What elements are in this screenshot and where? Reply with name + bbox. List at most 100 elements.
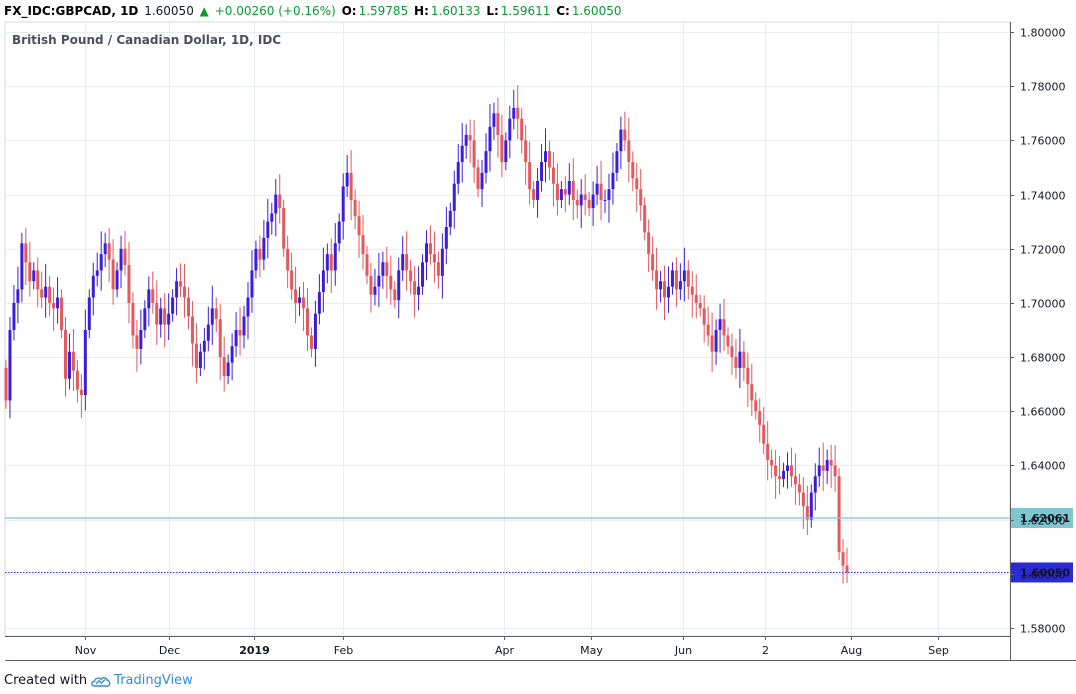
chart-title: British Pound / Canadian Dollar, 1D, IDC bbox=[12, 33, 282, 47]
tradingview-cloud-icon bbox=[91, 676, 111, 687]
candle-body bbox=[532, 189, 536, 200]
candle bbox=[365, 246, 369, 284]
candle-body bbox=[659, 281, 663, 290]
candle-body bbox=[226, 362, 230, 377]
candle bbox=[694, 274, 698, 319]
candle bbox=[575, 189, 579, 219]
candle-body bbox=[702, 308, 706, 325]
candle bbox=[40, 271, 44, 309]
candle-body bbox=[278, 194, 282, 209]
candle-body bbox=[214, 308, 218, 320]
candle bbox=[190, 301, 194, 367]
candle bbox=[333, 222, 337, 286]
candle-body bbox=[825, 460, 829, 471]
candle-body bbox=[397, 270, 401, 301]
candle bbox=[309, 327, 313, 358]
candle-body bbox=[258, 248, 262, 260]
tradingview-logo[interactable]: TradingView bbox=[91, 672, 193, 690]
candle-body bbox=[583, 194, 587, 200]
y-tick-label: 1.68000 bbox=[1020, 352, 1066, 365]
candle-body bbox=[75, 370, 79, 390]
candle bbox=[436, 251, 440, 289]
candle-body bbox=[194, 343, 198, 368]
candle bbox=[286, 235, 290, 289]
candle-body bbox=[778, 476, 782, 479]
candle-body bbox=[186, 297, 190, 317]
candle bbox=[373, 268, 377, 306]
candle bbox=[444, 206, 448, 265]
candle bbox=[797, 473, 801, 506]
candle-body bbox=[24, 243, 28, 263]
candle bbox=[801, 477, 805, 529]
candle-body bbox=[393, 289, 397, 301]
candle bbox=[547, 140, 551, 181]
candle-body bbox=[734, 357, 738, 368]
y-tick-label: 1.76000 bbox=[1020, 135, 1066, 148]
candle bbox=[682, 247, 686, 302]
candle-body bbox=[67, 351, 71, 379]
candle-body bbox=[456, 162, 460, 184]
candle-body bbox=[647, 232, 651, 255]
candle bbox=[674, 257, 678, 308]
candle bbox=[805, 485, 809, 536]
candle bbox=[71, 328, 75, 391]
candle-body bbox=[789, 465, 793, 477]
symbol-name[interactable]: FX_IDC:GBPCAD, 1D bbox=[4, 4, 139, 18]
candle-body bbox=[179, 281, 183, 287]
candle bbox=[607, 173, 611, 223]
candle-body bbox=[52, 302, 56, 309]
candle bbox=[845, 547, 849, 584]
candle bbox=[171, 289, 175, 322]
footer: Created with TradingView bbox=[4, 672, 193, 690]
x-tick-label: Apr bbox=[495, 644, 515, 657]
candle-body bbox=[151, 289, 155, 303]
candle bbox=[718, 303, 722, 353]
high-label: H: bbox=[414, 4, 429, 18]
candle bbox=[540, 144, 544, 192]
candle-body bbox=[305, 308, 309, 336]
candle bbox=[119, 235, 123, 289]
candle bbox=[143, 300, 147, 339]
candle bbox=[302, 282, 306, 332]
candle-body bbox=[464, 134, 468, 146]
candle bbox=[512, 89, 516, 130]
candle-body bbox=[508, 118, 512, 141]
candle bbox=[785, 452, 789, 489]
candle bbox=[111, 239, 115, 305]
candle bbox=[488, 104, 492, 172]
candle-body bbox=[234, 330, 238, 347]
candle-body bbox=[123, 248, 127, 265]
candle-body bbox=[762, 424, 766, 444]
horizontal-level-badge bbox=[1011, 507, 1073, 528]
candle-body bbox=[726, 335, 730, 347]
candle-body bbox=[440, 248, 444, 276]
candle-body bbox=[341, 186, 345, 222]
candle-body bbox=[302, 297, 306, 309]
candle bbox=[595, 165, 599, 206]
low-value: 1.59611 bbox=[500, 4, 551, 18]
candle bbox=[432, 231, 436, 283]
candle bbox=[36, 257, 40, 308]
candle-body bbox=[385, 262, 389, 276]
candle bbox=[290, 252, 294, 300]
candle bbox=[448, 202, 452, 236]
candle-body bbox=[198, 351, 202, 368]
candle-body bbox=[774, 465, 778, 477]
candle-body bbox=[666, 286, 670, 298]
candle-body bbox=[551, 167, 555, 184]
candle bbox=[567, 163, 571, 206]
candle-body bbox=[837, 476, 841, 553]
candle-body bbox=[32, 270, 36, 282]
candle bbox=[504, 132, 508, 171]
candle bbox=[52, 287, 56, 332]
candle-body bbox=[337, 221, 341, 244]
candle bbox=[12, 285, 16, 341]
candle-body bbox=[48, 286, 52, 303]
candle-body bbox=[20, 243, 24, 290]
candle bbox=[762, 406, 766, 455]
candle-body bbox=[536, 181, 540, 200]
candle-body bbox=[294, 289, 298, 303]
candle-body bbox=[500, 134, 504, 163]
candle bbox=[583, 174, 587, 216]
